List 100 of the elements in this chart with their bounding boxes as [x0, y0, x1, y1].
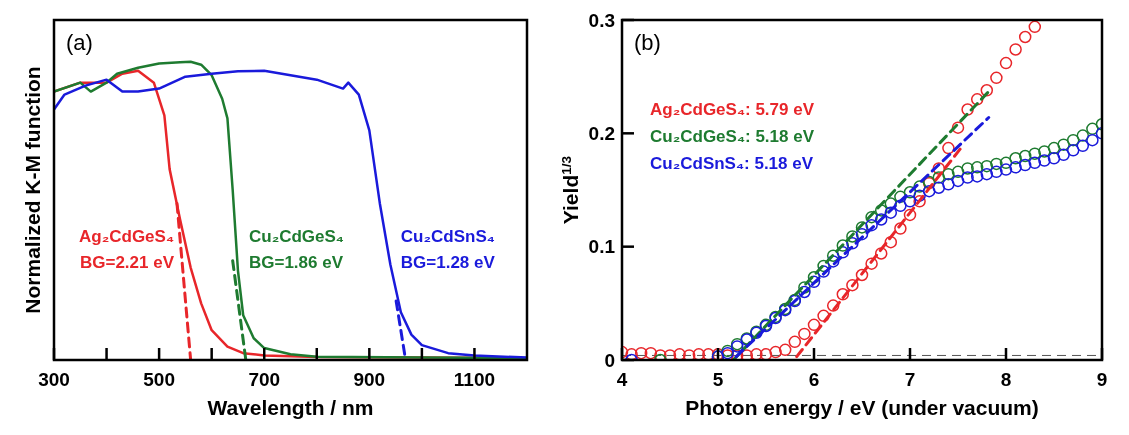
- point: [942, 167, 955, 181]
- point: [951, 174, 965, 188]
- point: [644, 346, 658, 360]
- point: [990, 71, 1003, 85]
- point: [1038, 145, 1051, 158]
- point: [1086, 133, 1099, 147]
- x-tick-label: 300: [38, 369, 70, 390]
- point: [1086, 122, 1099, 136]
- series-label: Cu₂CdGeS₄: [248, 226, 344, 246]
- point: [913, 195, 926, 208]
- point: [999, 156, 1013, 170]
- point: [980, 84, 994, 97]
- point: [826, 255, 840, 268]
- point: [894, 222, 907, 235]
- point: [807, 318, 821, 332]
- x-tick-label: 8: [1000, 369, 1012, 390]
- point: [884, 206, 898, 219]
- annotation: BG=2.21 eV: [79, 252, 175, 272]
- text: (a): [66, 30, 93, 55]
- point: [951, 165, 965, 179]
- point: [913, 189, 926, 202]
- point: [932, 181, 946, 194]
- point: [951, 121, 965, 134]
- point: [682, 349, 696, 360]
- x-tick-label: 700: [248, 369, 281, 390]
- x-tick-label: 900: [353, 369, 386, 390]
- point: [750, 348, 763, 360]
- point: [846, 230, 859, 243]
- point: [798, 281, 811, 294]
- point: [817, 309, 830, 323]
- y-tick-label: 0.1: [588, 236, 616, 258]
- point: [769, 345, 782, 359]
- point: [932, 162, 946, 175]
- text: Ag₂CdGeS₄: 5.79 eV: [650, 100, 815, 119]
- y-tick-label: 0.2: [588, 122, 615, 144]
- y-tick-label: 0: [604, 349, 615, 371]
- point: [865, 218, 878, 232]
- point: [855, 268, 869, 282]
- point: [961, 103, 974, 116]
- point: [1018, 149, 1032, 163]
- x-tick-label: 5: [712, 369, 724, 390]
- point: [826, 249, 840, 262]
- point: [980, 167, 994, 181]
- point: [922, 184, 936, 198]
- point: [836, 239, 850, 252]
- point: [1066, 133, 1080, 147]
- point: [673, 348, 686, 360]
- point: [1009, 43, 1022, 56]
- point: [970, 170, 984, 183]
- point: [903, 195, 917, 208]
- point: [894, 199, 907, 213]
- text: Cu₂CdSnS₄: 5.18 eV: [650, 154, 814, 173]
- point: [1076, 139, 1090, 153]
- point: [788, 335, 802, 349]
- x-tick-label: 6: [808, 369, 820, 390]
- x-tick-label: 9: [1096, 369, 1108, 390]
- point: [1028, 156, 1042, 170]
- point: [903, 186, 917, 199]
- point: [654, 349, 667, 360]
- point: [798, 285, 811, 299]
- point: [932, 171, 946, 184]
- annotation: (b): [634, 30, 661, 55]
- x-axis-title: Photon energy / eV (under vacuum): [685, 396, 1039, 419]
- point: [874, 247, 888, 260]
- x-tick-label: 1100: [453, 369, 496, 390]
- point: [865, 210, 878, 224]
- point: [970, 93, 984, 106]
- series-label: Cu₂CdSnS₄: [400, 226, 495, 246]
- point: [740, 349, 754, 360]
- point: [798, 327, 811, 341]
- point: [778, 343, 792, 357]
- point: [1018, 30, 1032, 44]
- point: [942, 141, 955, 155]
- annotation: BG=1.86 eV: [248, 252, 344, 272]
- point: [692, 348, 706, 360]
- point: [807, 275, 821, 289]
- point: [1028, 147, 1042, 160]
- point: [1057, 148, 1070, 162]
- point: [980, 159, 994, 173]
- point: [999, 163, 1013, 176]
- point: [1047, 141, 1061, 155]
- point: [1009, 152, 1022, 165]
- point: [990, 165, 1003, 179]
- point: [874, 213, 888, 226]
- point: [961, 162, 974, 175]
- x-tick-label: 4: [616, 369, 628, 390]
- point: [1028, 20, 1042, 34]
- point: [855, 221, 869, 234]
- point: [1009, 161, 1022, 174]
- point: [836, 288, 850, 301]
- point: [807, 271, 821, 284]
- point: [990, 157, 1003, 171]
- point: [846, 278, 859, 292]
- point: [1057, 138, 1070, 151]
- point: [961, 171, 974, 184]
- point: [884, 235, 898, 249]
- y-axis-title: Normalized K-M function: [21, 66, 44, 314]
- point: [1047, 152, 1061, 165]
- point: [846, 237, 859, 250]
- point: [1066, 144, 1080, 157]
